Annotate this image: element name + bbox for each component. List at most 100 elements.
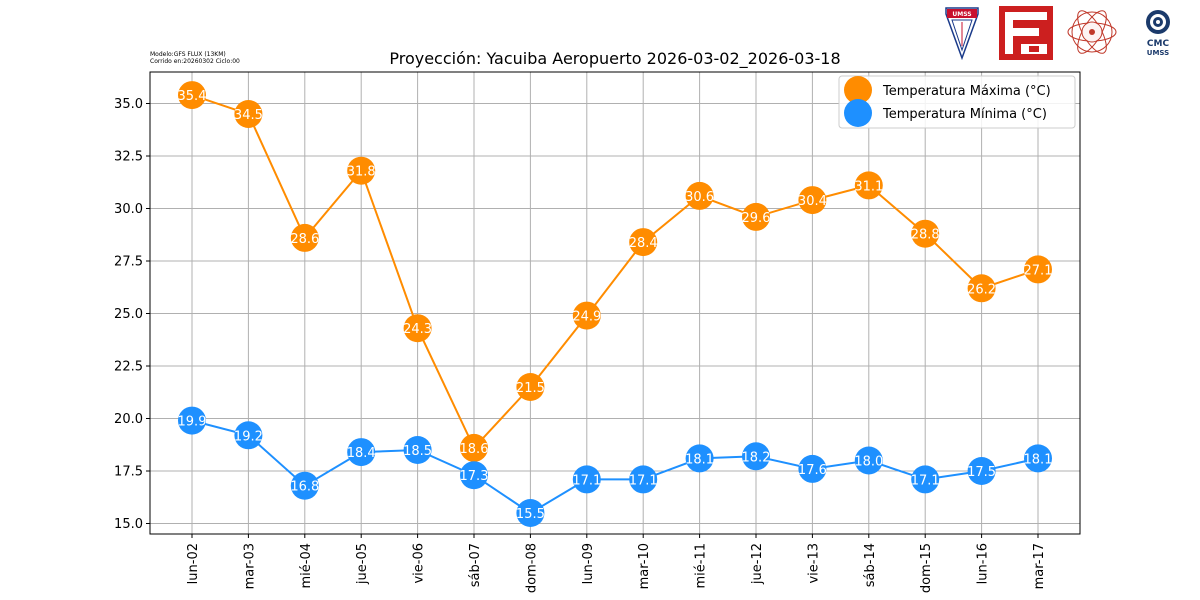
data-point [516,373,545,401]
data-point [629,465,658,494]
x-tick-label: sáb-07 [468,543,483,587]
x-tick-label: vie-06 [412,543,427,584]
data-point [685,181,714,210]
x-tick-label: mar-10 [637,543,652,589]
cmc-logo-text: CMC [1147,39,1170,49]
data-label: 24.9 [572,310,601,325]
legend-box [838,75,1076,129]
x-tick-label: jue-12 [750,543,765,585]
x-tick-label: jue-05 [355,543,370,585]
data-point [403,436,432,464]
data-point [290,223,319,252]
y-tick-label: 17.5 [114,465,143,480]
data-label: 17.1 [572,473,601,488]
y-tick-label: 20.0 [114,412,143,427]
data-label: 31.1 [854,179,883,194]
y-tick-label: 15.0 [114,517,143,532]
plot-frame [149,71,1081,535]
data-point [911,465,940,494]
x-tick-label: lun-09 [581,543,596,584]
x-tick-label: lun-16 [976,543,991,584]
data-label: 27.1 [1024,263,1053,278]
model-info-text: Modelo:GFS FLUX (13KM) [150,51,226,58]
data-label: 18.6 [460,442,489,457]
cmc-logo-subtext: UMSS [1147,49,1169,57]
data-point [178,406,206,435]
data-label: 17.3 [460,469,489,484]
data-label: 17.1 [911,473,940,488]
y-tick-label: 22.5 [114,360,143,375]
x-tick-label: mar-17 [1032,543,1047,589]
data-label: 16.8 [290,480,319,495]
series-0: 35.4 34.5 28.6 31.8 24.3 18.6 21.5 24.9 28.4 30.6… [178,81,1053,462]
axes: lun-02 mar-03 mié-04 jue-05 vie-06 sáb-07 dom-… [114,71,1081,593]
data-label: 18.4 [347,446,376,461]
data-point [854,446,883,475]
data-label: 18.0 [854,455,883,470]
umss-shield-logo: UMSS [945,7,979,60]
x-tick-label: vie-13 [806,543,821,584]
data-label: 31.8 [347,165,376,180]
y-tick-label: 32.5 [114,150,143,165]
data-label: 17.1 [629,473,658,488]
chart-title: Proyección: Yacuiba Aeropuerto 2026-03-0… [389,49,840,69]
data-label: 28.8 [911,228,940,243]
data-point [1024,255,1052,284]
data-label: 18.5 [403,444,432,459]
data-label: 21.5 [516,381,545,396]
x-tick-label: mié-11 [694,543,709,589]
series-line [191,419,1039,515]
series-lines: 35.4 34.5 28.6 31.8 24.3 18.6 21.5 24.9 28.4 30.6… [178,81,1053,527]
umss-logo-text: UMSS [952,11,971,18]
data-label: 18.2 [742,450,771,465]
data-point [572,301,601,330]
x-tick-label: dom-08 [524,543,539,593]
data-label: 30.6 [685,190,714,205]
legend-label: Temperatura Mínima (°C) [882,107,1047,122]
data-label: 28.4 [629,236,658,251]
data-point [685,444,714,473]
x-tick-label: mié-04 [299,543,314,589]
run-info-text: Corrido en:20260302 Ciclo:00 [150,58,240,65]
data-point [347,156,376,185]
y-tick-label: 30.0 [114,202,143,217]
data-label: 17.6 [798,463,827,478]
data-label: 24.3 [403,322,432,337]
data-label: 30.4 [798,194,827,209]
data-point [854,171,883,200]
y-tick-label: 35.0 [114,97,143,112]
data-point [967,457,996,485]
data-point [460,433,488,462]
data-point [742,442,770,471]
data-point [798,454,827,483]
atom-seal-logo [1067,10,1117,54]
data-point [742,202,770,231]
data-point [572,465,601,494]
data-point [234,100,263,128]
data-label: 18.1 [685,452,714,467]
legend-marker [844,99,872,127]
grid-lines [150,72,1080,534]
data-label: 19.2 [234,429,263,444]
data-point [178,81,206,110]
faculty-red-logo [999,6,1053,60]
cmc-umss-logo: CMC UMSS [1146,10,1170,57]
legend: Temperatura Máxima (°C) Temperatura Mínim… [838,75,1076,129]
data-point [967,274,996,303]
legend-label: Temperatura Máxima (°C) [882,84,1051,99]
data-point [629,228,658,257]
data-point [516,499,545,527]
data-point [347,438,376,467]
data-point [290,471,319,500]
data-label: 17.5 [967,465,996,480]
series-line [191,94,1039,450]
data-label: 15.5 [516,507,545,522]
x-tick-label: mar-03 [242,543,257,589]
data-point [403,314,432,343]
data-label: 34.5 [234,108,263,123]
x-tick-label: dom-15 [919,543,934,593]
data-point [911,219,940,248]
y-tick-label: 27.5 [114,255,143,270]
data-label: 19.9 [178,415,207,430]
